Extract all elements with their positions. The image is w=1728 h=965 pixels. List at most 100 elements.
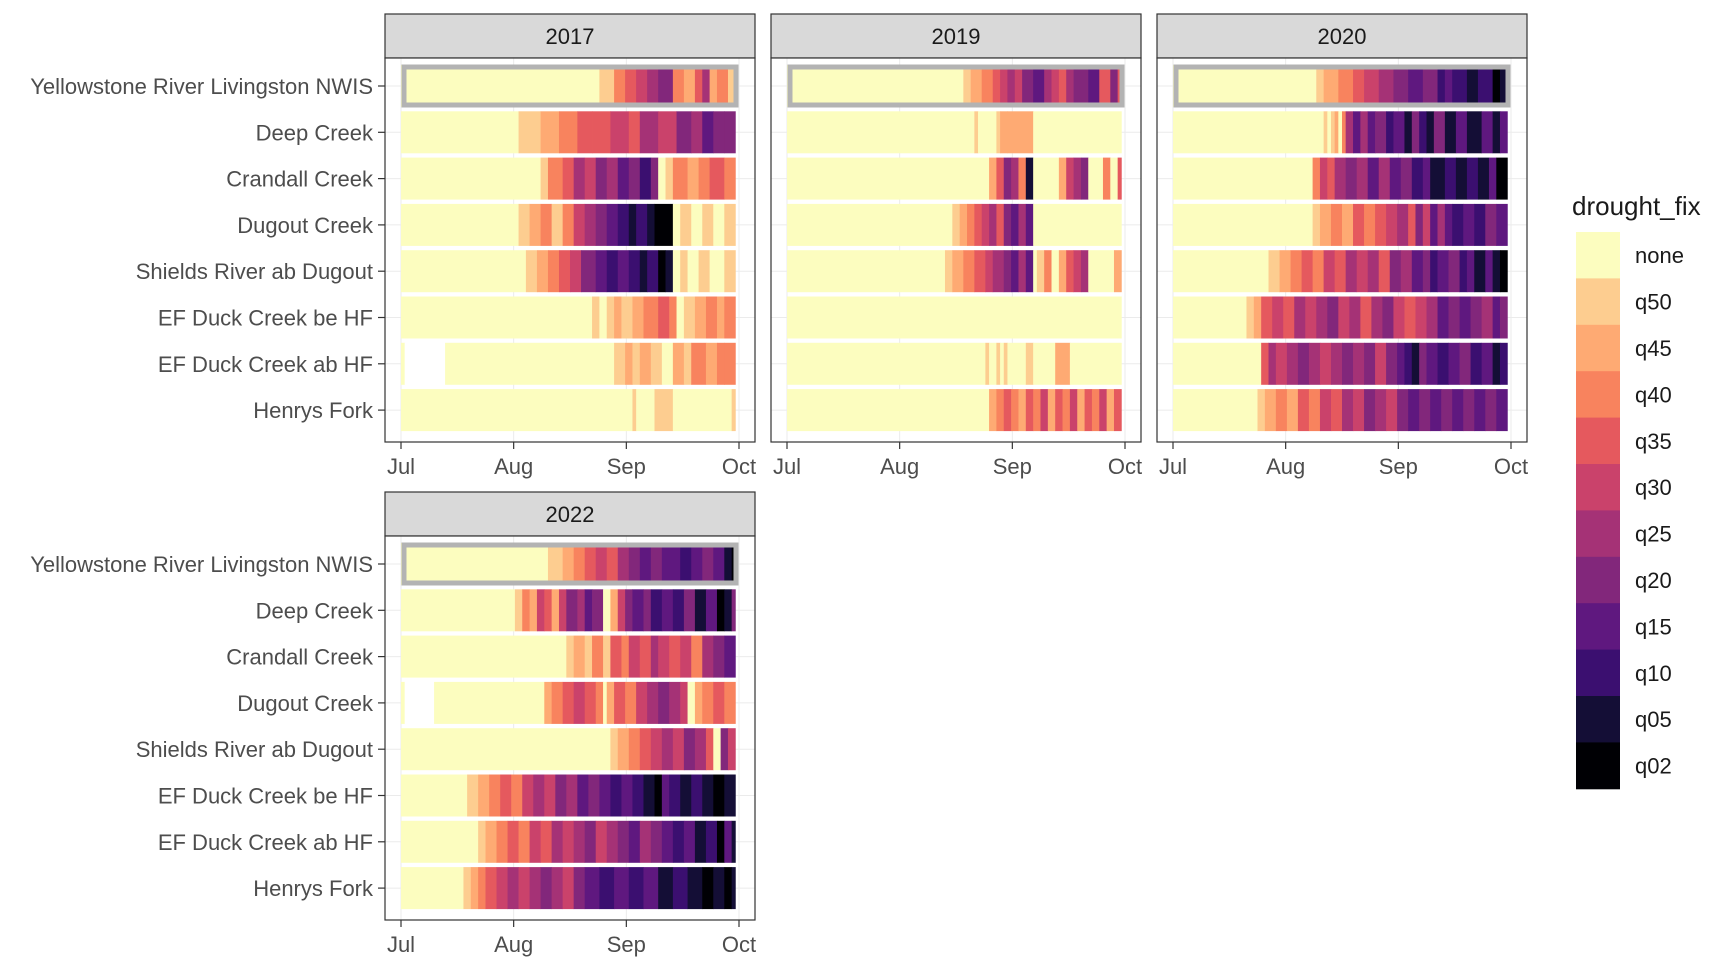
tile-q50 [614,342,626,385]
tile-q40 [724,157,736,200]
tile-q25 [1316,296,1328,339]
facet-strip-2019 [770,13,1142,59]
tile-q50 [698,250,711,293]
x-tick-label: Aug [494,454,533,479]
tile-q30 [595,820,608,863]
facet-strip-label: 2020 [1318,24,1367,49]
tile-q35 [1404,296,1416,339]
tile-q15 [1452,389,1464,432]
tile-q15 [1389,157,1402,200]
tile-q30 [1415,296,1427,339]
tile-q35 [1378,250,1391,293]
x-tick-label: Oct [1494,454,1528,479]
tile-q35 [974,250,986,293]
tile-q30 [1319,157,1328,200]
y-tick-label: Yellowstone River Livingston NWIS [30,74,373,99]
tile-none [787,65,964,107]
tile-q45 [705,342,718,385]
tile-q25 [1345,111,1354,154]
tile-q25 [1268,342,1277,385]
tile-q15 [584,589,593,632]
tile-q45 [989,157,997,200]
tile-q05 [724,589,733,632]
tile-q20 [1485,389,1497,432]
tile-q10 [650,589,663,632]
tile-none [1033,111,1122,154]
tile-q35 [1353,203,1365,246]
tile-q30 [1000,65,1008,107]
tile-q45 [562,543,575,585]
tile-q10 [606,250,619,293]
facet-strip-2022 [384,491,756,537]
tile-q25 [573,157,586,200]
tile-q30 [1040,389,1049,432]
tile-q30 [610,111,630,154]
tile-q05 [1426,111,1435,154]
tile-q05 [713,867,725,910]
tile-q20 [1499,296,1508,339]
tile-q25 [1378,65,1394,107]
tile-q40 [1275,389,1288,432]
tile-q50 [1323,111,1328,154]
tile-q20 [1415,203,1424,246]
tile-q10 [1444,157,1457,200]
tile-q40 [558,111,578,154]
tile-q40 [1290,250,1302,293]
tile-q15 [1444,203,1453,246]
tile-q15 [1353,111,1361,154]
tile-q20 [625,589,633,632]
tile-q40 [981,65,994,107]
tile-q35 [705,728,714,771]
tile-q35 [1113,389,1122,432]
tile-none [401,820,479,863]
tile-q10 [632,774,644,817]
tile-q50 [610,728,619,771]
tile-q20 [1364,342,1376,385]
tile-q20 [683,589,696,632]
tile-q45 [544,681,553,724]
panel-border [770,57,1142,443]
tile-q50 [463,867,472,910]
y-tick-label: Deep Creek [256,598,374,623]
tile-q10 [636,203,648,246]
tile-q20 [650,543,663,585]
tile-q35 [1297,389,1310,432]
tile-none [1069,342,1122,385]
tile-q10 [672,589,685,632]
tile-q40 [621,635,630,678]
tile-q20 [1110,65,1119,107]
tile-q02 [716,589,725,632]
tile-q15 [1448,342,1460,385]
tile-q45 [632,296,644,339]
tile-q10 [639,157,652,200]
tile-q30 [522,774,534,817]
tile-q45 [952,250,964,293]
tile-q45 [639,342,652,385]
tile-q45 [1286,389,1299,432]
highlight-box [401,64,739,108]
tile-q15 [1488,157,1497,200]
tile-q50 [518,111,542,154]
tile-q25 [1011,157,1019,200]
tile-q50 [632,342,641,385]
tile-q02 [654,774,663,817]
tile-q10 [647,250,659,293]
tile-q30 [570,250,582,293]
tile-q45 [1319,203,1332,246]
tile-none [401,389,633,432]
tile-none [687,681,696,724]
tile-none [401,543,549,585]
tile-q35 [996,157,1005,200]
tile-none [713,203,725,246]
y-tick-label: Shields River ab Dugout [136,737,373,762]
tile-q35 [1334,250,1347,293]
tile-none [401,867,464,910]
tile-q45 [687,157,699,200]
tile-q20 [1463,389,1475,432]
tile-q20 [1470,296,1483,339]
tile-q20 [595,203,608,246]
tile-q05 [1404,111,1413,154]
tile-q15 [724,635,736,678]
tile-q30 [1364,65,1380,107]
tile-q40 [1011,389,1019,432]
